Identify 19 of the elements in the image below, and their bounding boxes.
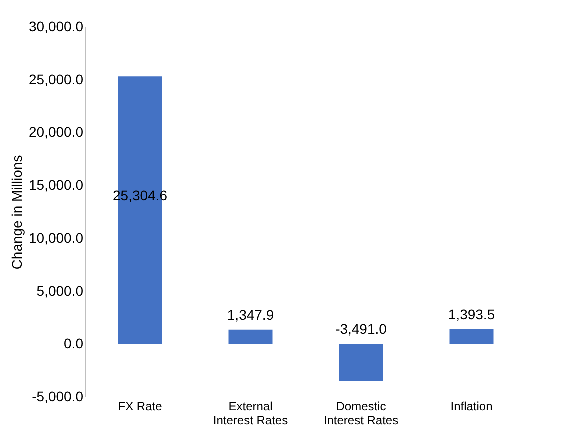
y-tick-label: 10,000.0	[29, 230, 84, 246]
bar	[450, 329, 494, 344]
y-tick-label: -5,000.0	[32, 388, 84, 404]
x-tick-label: Domestic Interest Rates	[324, 400, 399, 428]
y-axis-title: Change in Millions	[9, 155, 26, 270]
data-label: 1,347.9	[227, 306, 274, 323]
y-tick-label: 30,000.0	[29, 18, 84, 34]
y-tick-label: 5,000.0	[36, 282, 84, 299]
data-label: 1,393.5	[448, 306, 496, 322]
data-label: -3,491.0	[336, 321, 388, 338]
bar	[228, 330, 273, 344]
y-tick-label: 0.0	[64, 336, 84, 352]
bar	[339, 344, 384, 382]
x-tick-label: External Interest Rates	[213, 400, 288, 428]
x-tick-label: Inflation	[450, 400, 493, 414]
y-tick-label: 20,000.0	[29, 124, 84, 140]
x-tick-label: FX Rate	[118, 400, 163, 414]
y-tick-label: 15,000.0	[29, 177, 84, 194]
y-tick-label: 25,000.0	[29, 71, 84, 88]
